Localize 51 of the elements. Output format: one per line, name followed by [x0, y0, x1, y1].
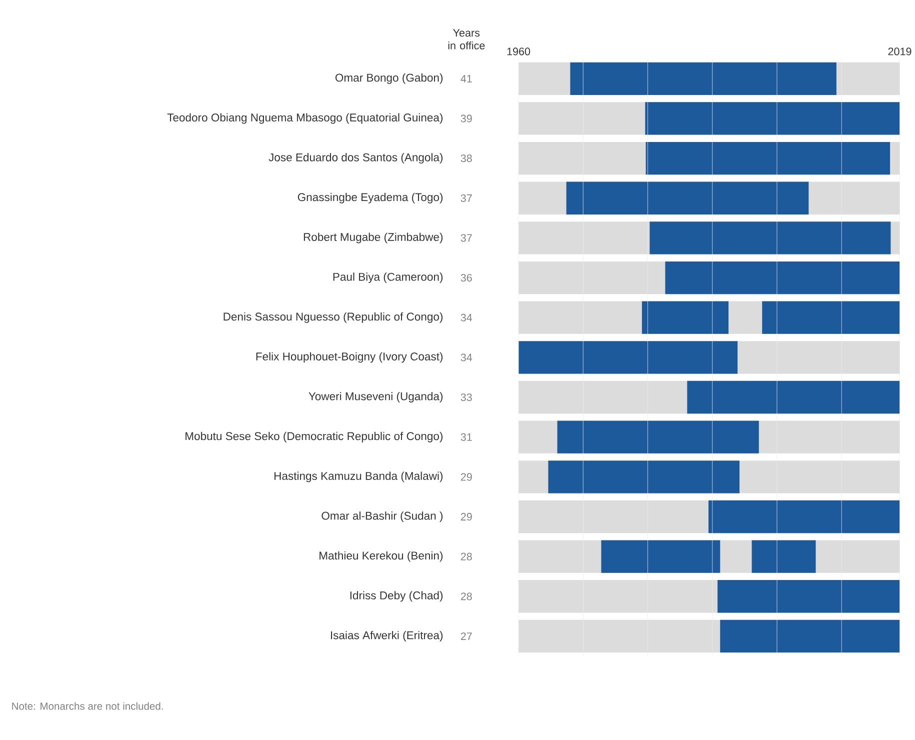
bar	[645, 102, 900, 135]
y-tick-label: Gnassingbe Eyadema (Togo)	[298, 192, 443, 204]
y-tick-label: Mathieu Kerekou (Benin)	[320, 551, 443, 562]
bar	[720, 620, 900, 652]
y-tick-label: Hastings Kamuzu Banda (Malawi)	[274, 471, 443, 482]
y-tick-label: Mobutu Sese Seko (Democratic Republic of Congo)	[186, 432, 443, 442]
text: 34	[460, 353, 472, 362]
bar	[566, 182, 809, 214]
text: 39	[460, 114, 472, 122]
y-tick-label: Yoweri Museveni (Uganda)	[308, 392, 443, 402]
bar	[548, 460, 740, 494]
y-tick-label: Isaias Afwerki (Eritrea)	[331, 630, 443, 642]
bar	[687, 380, 900, 414]
bar	[642, 301, 729, 334]
text: Years in office	[448, 28, 485, 50]
text: 38	[460, 154, 472, 162]
x-tick-label: 1960	[507, 47, 530, 56]
text: 33	[460, 393, 472, 401]
bar	[518, 340, 738, 374]
bar	[650, 221, 891, 254]
y-tick-label: Omar al-Bashir (Sudan )	[322, 511, 443, 522]
bar	[601, 540, 720, 573]
text: 29	[460, 512, 472, 520]
y-tick-label: Idriss Deby (Chad)	[350, 590, 443, 602]
text: 34	[460, 314, 472, 322]
y-tick-label: Denis Sassou Nguesso (Republic of Congo)	[224, 312, 443, 323]
text: 28	[460, 592, 472, 600]
y-tick-label: Teodoro Obiang Nguema Mbasogo (Equatorial Guinea)	[167, 113, 443, 124]
text: 37	[460, 234, 472, 242]
y-tick-label: Jose Eduardo dos Santos (Angola)	[268, 152, 443, 164]
text: 36	[460, 274, 472, 282]
text: 27	[460, 632, 472, 640]
text: Note: Monarchs are not included.	[12, 702, 163, 710]
text: 37	[460, 194, 472, 202]
x-tick-label: 2019	[888, 47, 912, 56]
bar	[708, 500, 900, 533]
y-tick-label: Omar Bongo (Gabon)	[335, 73, 443, 84]
bar	[762, 301, 900, 334]
bar	[557, 420, 759, 454]
text: 41	[460, 74, 472, 82]
text: 31	[460, 433, 472, 441]
bar	[646, 142, 890, 174]
y-tick-label: Paul Biya (Cameroon)	[333, 272, 443, 283]
bar	[665, 261, 900, 294]
text: 28	[460, 552, 472, 560]
bar	[718, 580, 900, 612]
y-tick-label: Felix Houphouet-Boigny (Ivory Coast)	[256, 352, 443, 362]
bar	[752, 540, 816, 573]
bar	[570, 62, 836, 95]
text: 29	[460, 472, 472, 481]
y-tick-label: Robert Mugabe (Zimbabwe)	[304, 232, 443, 243]
